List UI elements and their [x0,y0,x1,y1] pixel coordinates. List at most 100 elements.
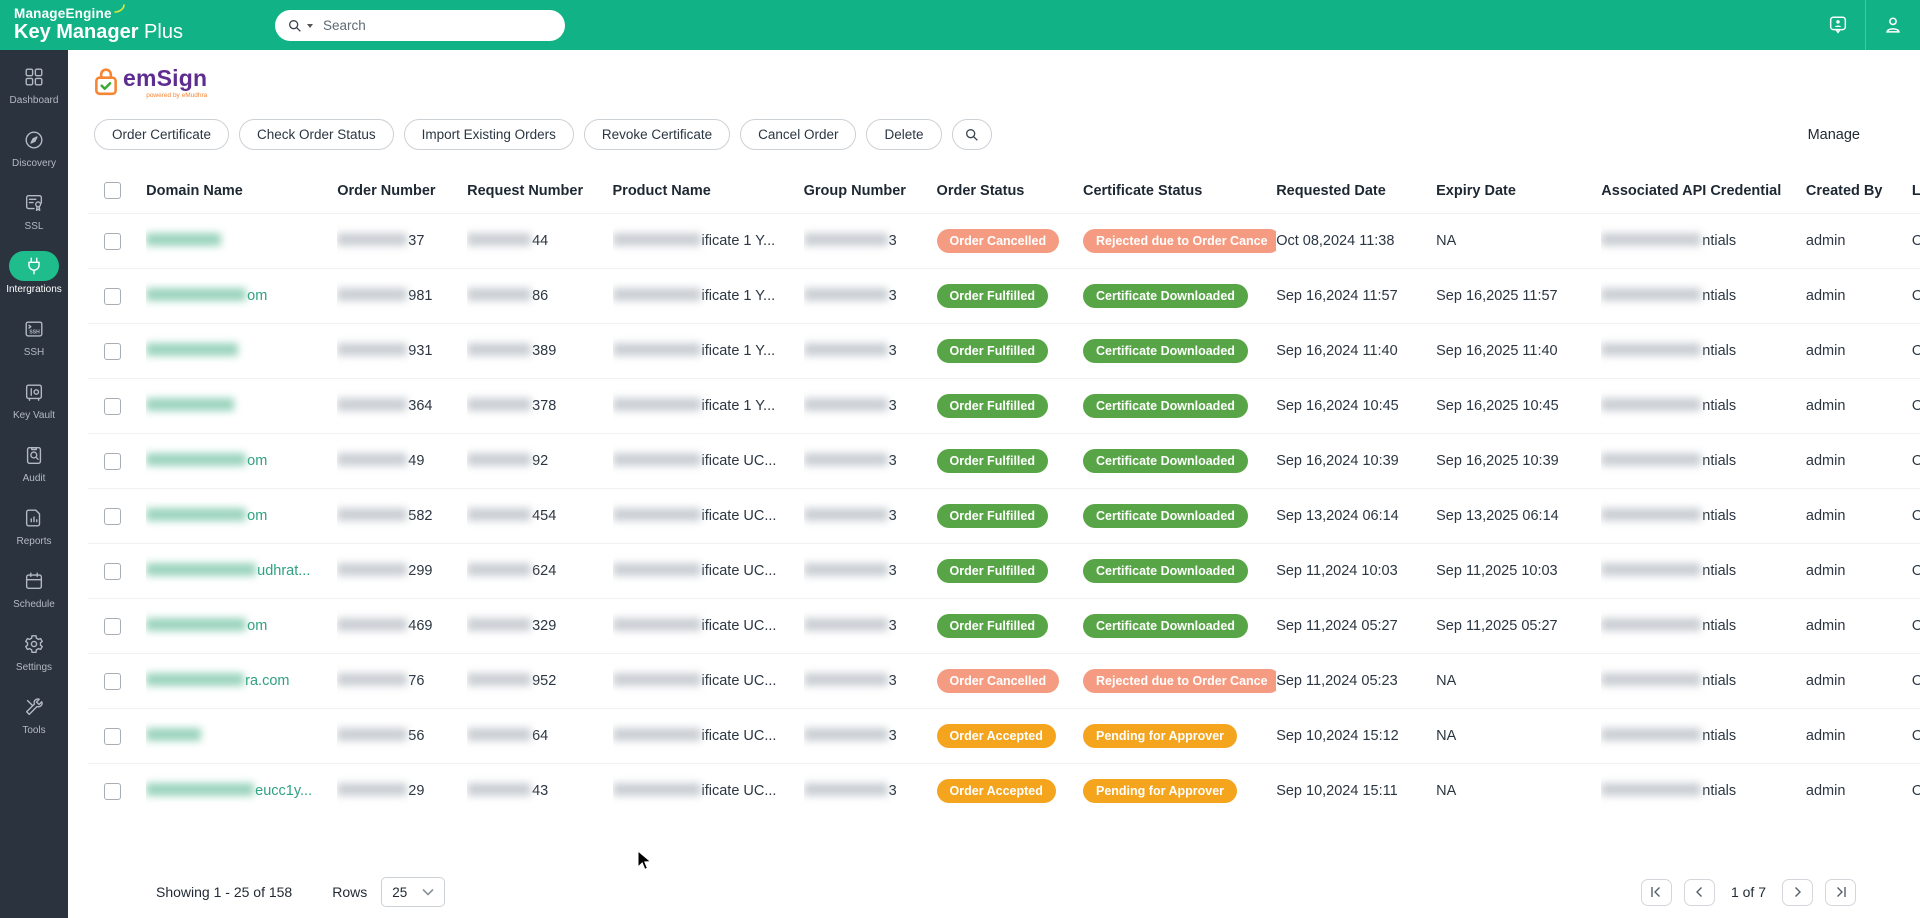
cell-product-name: ificate UC... [612,434,804,489]
search-input[interactable] [323,18,513,33]
brand-line1: ManageEngine [14,5,112,21]
table-row[interactable]: 364 378 ificate 1 Y... 3 Order Fulfilled… [88,378,1920,434]
sidebar-item-key-vault[interactable]: Key Vault [0,377,68,434]
feedback-button[interactable] [1811,0,1865,50]
next-page-button[interactable] [1782,878,1813,906]
cell-request-number: 329 [467,599,612,654]
table-row[interactable]: om 582 454 ificate UC... 3 Order Fulfill… [88,488,1920,544]
table-search-button[interactable] [951,119,992,150]
table-row[interactable]: ra.com 76 952 ificate UC... 3 Order Canc… [88,653,1920,709]
order-status-badge: Order Fulfilled [936,504,1048,528]
last-page-button[interactable] [1825,878,1856,906]
check-order-status-button[interactable]: Check Order Status [239,119,394,150]
cell-created-by: admin [1805,673,1846,689]
sidebar-item-reports[interactable]: Reports [0,503,68,560]
table-row[interactable]: 56 64 ificate UC... 3 Order Accepted Pen… [88,708,1920,764]
emsign-lock-icon [95,68,117,96]
cell-requested-date: Sep 10,2024 15:11 [1276,783,1398,800]
order-status-badge: Order Fulfilled [936,339,1048,363]
domain-name-link[interactable]: om [247,618,268,635]
sidebar-item-audit[interactable]: Audit [0,440,68,497]
table-row[interactable]: 931 389 ificate 1 Y... 3 Order Fulfilled… [88,323,1920,379]
cancel-order-button[interactable]: Cancel Order [740,119,857,150]
redacted-domain [146,507,247,521]
sidebar-item-label: Discovery [12,158,56,169]
row-checkbox[interactable] [104,617,121,635]
redacted-credential [1601,232,1702,246]
cell-expiry-date: Sep 16,2025 10:39 [1436,453,1559,469]
cell-expiry-date: Sep 11,2025 10:03 [1436,563,1558,579]
search-icon [289,19,301,32]
sidebar-item-ssl[interactable]: SSL [0,188,68,245]
table-row[interactable]: 37 44 ificate 1 Y... 3 Order Cancelled R… [88,213,1920,269]
select-all-checkbox[interactable] [104,182,121,199]
redacted-order-number [337,617,408,631]
redacted-domain [146,342,239,356]
domain-name-link[interactable]: udhrat... [257,563,311,580]
row-checkbox[interactable] [104,562,121,580]
table-row[interactable]: om 981 86 ificate 1 Y... 3 Order Fulfill… [88,268,1920,324]
prev-page-button[interactable] [1683,878,1715,906]
row-checkbox[interactable] [104,287,121,305]
manage-link[interactable]: Manage [1807,126,1860,143]
sidebar-item-tools[interactable]: Tools [0,692,68,749]
cell-request-number: 378 [467,379,612,434]
table-row[interactable]: om 469 329 ificate UC... 3 Order Fulfill… [88,598,1920,654]
order-certificate-button[interactable]: Order Certificate [94,119,230,150]
row-checkbox[interactable] [104,342,121,360]
domain-name-link[interactable]: om [247,508,268,525]
user-menu-button[interactable] [1866,0,1920,50]
row-checkbox[interactable] [104,672,121,690]
cell-group-number: 3 [803,599,937,654]
cell-last-updated: Oct 16,202 [1912,269,1920,324]
column-header-certificate-status: Certificate Status [1083,182,1203,199]
row-checkbox[interactable] [104,232,121,250]
row-checkbox[interactable] [104,782,121,800]
domain-name-link[interactable]: om [247,453,268,470]
revoke-certificate-button[interactable]: Revoke Certificate [583,119,731,150]
redacted-credential [1601,397,1702,411]
domain-name-link[interactable]: eucc1y... [255,783,313,800]
column-header-associated-api-credential: Associated API Credential [1601,182,1782,199]
rows-per-page-select[interactable]: 25 [381,877,446,907]
row-checkbox[interactable] [104,507,121,525]
cell-api-credential: ntials [1601,434,1806,489]
table-row[interactable]: om 49 92 ificate UC... 3 Order Fulfilled… [88,433,1920,489]
first-page-button[interactable] [1640,878,1672,906]
redacted-group-number [803,452,888,466]
orders-table: Domain Name Order Number Request Number Pro… [88,168,1920,819]
redacted-request-number [467,342,532,356]
domain-name-link[interactable]: ra.com [245,673,290,690]
cell-certificate-status: Rejected due to Order Cance [1083,654,1277,709]
redacted-credential [1601,287,1702,301]
table-row[interactable]: eucc1y... 29 43 ificate UC... 3 Order Ac… [88,763,1920,819]
cell-product-name: ificate 1 Y... [612,214,804,269]
sidebar-item-ssh[interactable]: SSH SSH [0,314,68,371]
vault-icon [9,377,59,407]
domain-name-link[interactable]: om [247,288,268,305]
cell-order-number: 981 [337,269,467,324]
search-scope-caret-icon[interactable] [307,23,313,28]
cell-expiry-date: NA [1436,233,1457,249]
cell-order-number: 364 [337,379,467,434]
cell-expiry-date: Sep 16,2025 11:40 [1436,343,1558,359]
row-checkbox[interactable] [104,452,121,470]
sidebar-item-schedule[interactable]: Schedule [0,566,68,623]
redacted-request-number [467,397,532,411]
cell-api-credential: ntials [1601,489,1806,544]
redacted-product-name [612,617,701,631]
cell-domain [146,709,337,764]
cell-last-updated: Oct 16,202 [1912,214,1920,269]
table-row[interactable]: udhrat... 299 624 ificate UC... 3 Order … [88,543,1920,599]
cell-created-by: admin [1805,453,1846,469]
redacted-request-number [467,232,532,246]
global-search[interactable] [275,10,565,41]
import-existing-orders-button[interactable]: Import Existing Orders [403,119,574,150]
sidebar-item-dashboard[interactable]: Dashboard [0,62,68,119]
row-checkbox[interactable] [104,397,121,415]
sidebar-item-intergrations[interactable]: Intergrations [0,251,68,308]
row-checkbox[interactable] [104,727,121,745]
sidebar-item-settings[interactable]: Settings [0,629,68,686]
sidebar-item-discovery[interactable]: Discovery [0,125,68,182]
delete-button[interactable]: Delete [866,119,942,150]
